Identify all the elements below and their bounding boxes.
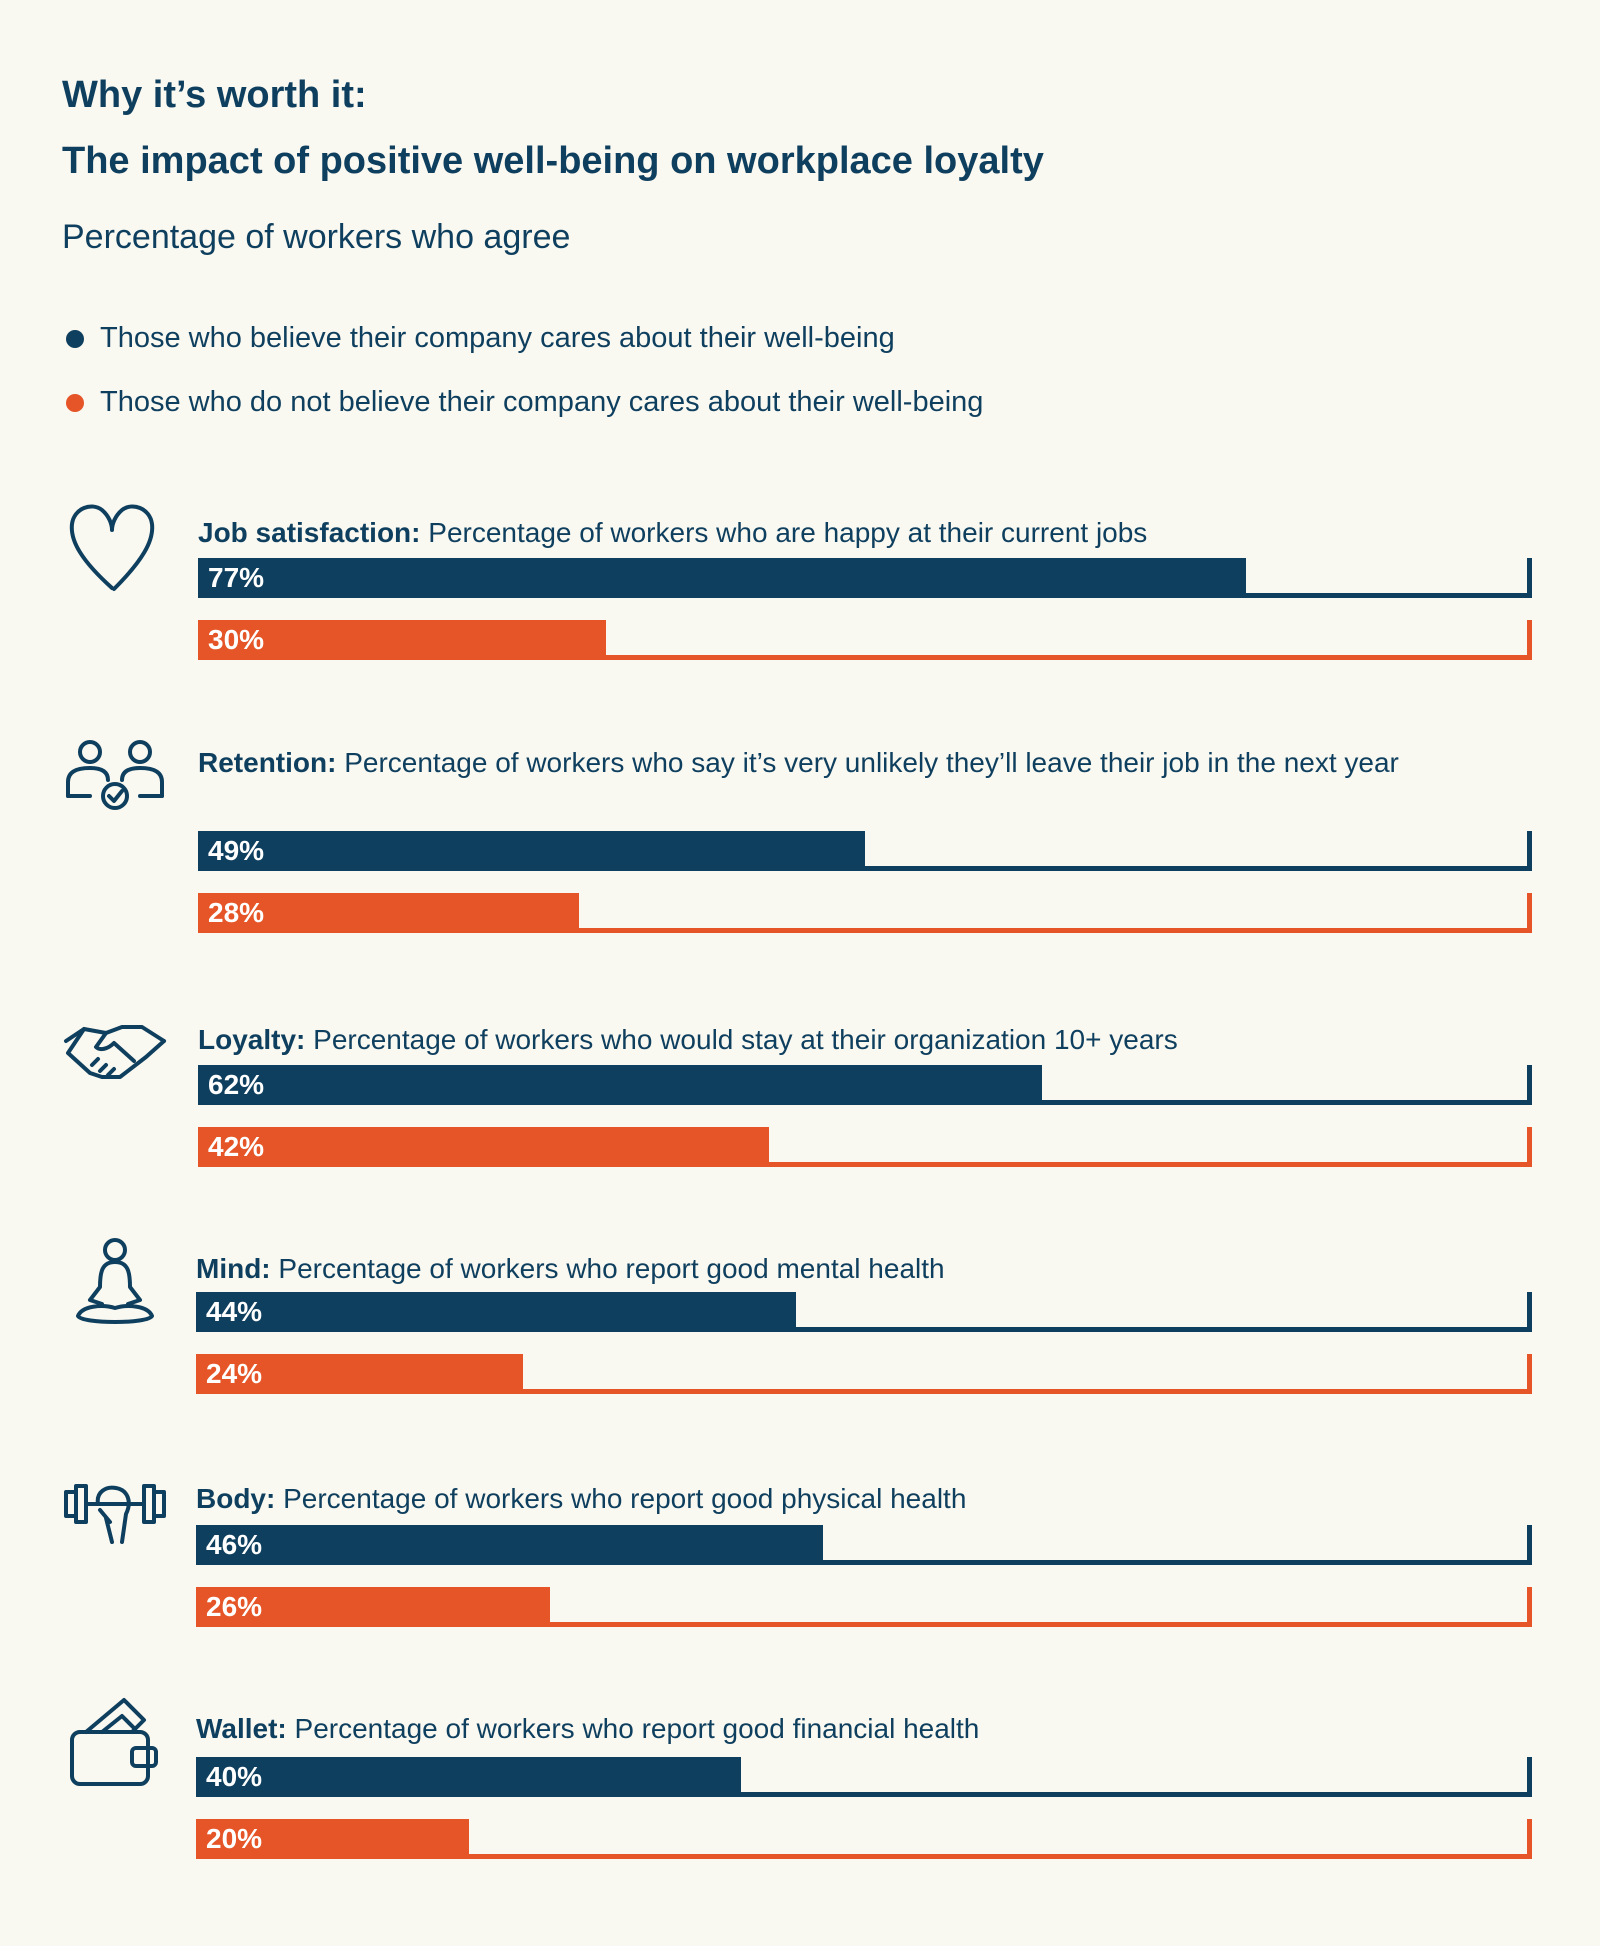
category-description: Percentage of workers who report good fi… — [286, 1713, 980, 1744]
bar-value-label: 20% — [206, 1823, 263, 1854]
bar-value-label: 46% — [206, 1529, 263, 1560]
bar-track: 24% — [196, 1354, 1532, 1394]
subtitle: Percentage of workers who agree — [62, 218, 571, 256]
bar-track: 49% — [198, 831, 1532, 871]
title-line-2: The impact of positive well-being on wor… — [62, 140, 1044, 182]
category-description: Percentage of workers who report good me… — [270, 1253, 945, 1284]
bar-track: 20% — [196, 1819, 1532, 1859]
legend-item-not-cares: Those who do not believe their company c… — [66, 386, 983, 419]
bar-cares — [198, 558, 1246, 598]
bar-cares — [196, 1525, 823, 1565]
category-description: Percentage of workers who are happy at t… — [420, 517, 1148, 548]
bar-cares — [196, 1292, 796, 1332]
dumbbell-icon — [64, 1484, 166, 1544]
bar-cares — [198, 1065, 1042, 1105]
title-line-1: Why it’s worth it: — [62, 74, 367, 116]
bar-value-label: 26% — [206, 1591, 263, 1622]
legend-dot — [66, 393, 84, 412]
bar-not-cares — [196, 1354, 524, 1394]
bar-not-cares — [198, 893, 579, 933]
bar-not-cares — [198, 620, 607, 660]
category-name: Wallet: — [196, 1713, 287, 1744]
category-name: Job satisfaction: — [198, 517, 421, 548]
bar-value-label: 44% — [206, 1296, 263, 1327]
bar-track: 26% — [196, 1587, 1532, 1627]
bar-track: 46% — [196, 1525, 1532, 1565]
category-name: Retention: — [198, 747, 337, 778]
category-description: Percentage of workers who would stay at … — [305, 1024, 1178, 1055]
legend-item-cares: Those who believe their company cares ab… — [66, 322, 895, 355]
bar-cares — [196, 1757, 742, 1797]
category-label: Job satisfaction: Percentage of workers … — [198, 510, 1538, 555]
bar-track: 77% — [198, 558, 1532, 598]
category-label: Mind: Percentage of workers who report g… — [196, 1246, 1536, 1291]
wallet-icon — [70, 1698, 158, 1786]
bar-value-label: 40% — [206, 1761, 263, 1792]
bar-not-cares — [196, 1587, 551, 1627]
legend-label: Those who believe their company cares ab… — [100, 322, 895, 354]
bar-value-label: 30% — [208, 624, 265, 655]
category-label: Wallet: Percentage of workers who report… — [196, 1706, 1536, 1751]
legend-dot — [66, 329, 84, 348]
heart-icon — [69, 504, 155, 591]
bar-value-label: 42% — [208, 1131, 265, 1162]
category-name: Mind: — [196, 1253, 271, 1284]
category-name: Loyalty: — [198, 1024, 306, 1055]
bar-not-cares — [196, 1819, 469, 1859]
category-label: Retention: Percentage of workers who say… — [198, 740, 1538, 785]
bar-track: 30% — [198, 620, 1532, 660]
bar-not-cares — [198, 1127, 770, 1167]
bar-value-label: 24% — [206, 1358, 263, 1389]
handshake-icon — [64, 1025, 166, 1079]
category-description: Percentage of workers who report good ph… — [275, 1483, 967, 1514]
category-label: Body: Percentage of workers who report g… — [196, 1476, 1536, 1521]
meditation-icon — [76, 1238, 154, 1324]
bar-value-label: 62% — [208, 1069, 265, 1100]
bar-value-label: 77% — [208, 562, 265, 593]
bar-track: 62% — [198, 1065, 1532, 1105]
bar-cares — [198, 831, 865, 871]
bar-value-label: 28% — [208, 897, 265, 928]
bar-track: 28% — [198, 893, 1532, 933]
legend-label: Those who do not believe their company c… — [100, 386, 984, 418]
bar-track: 40% — [196, 1757, 1532, 1797]
bar-track: 42% — [198, 1127, 1532, 1167]
category-label: Loyalty: Percentage of workers who would… — [198, 1017, 1538, 1062]
category-description: Percentage of workers who say it’s very … — [336, 747, 1399, 778]
category-name: Body: — [196, 1483, 276, 1514]
bar-value-label: 49% — [208, 835, 265, 866]
people-check-icon — [66, 740, 164, 810]
bar-track: 44% — [196, 1292, 1532, 1332]
